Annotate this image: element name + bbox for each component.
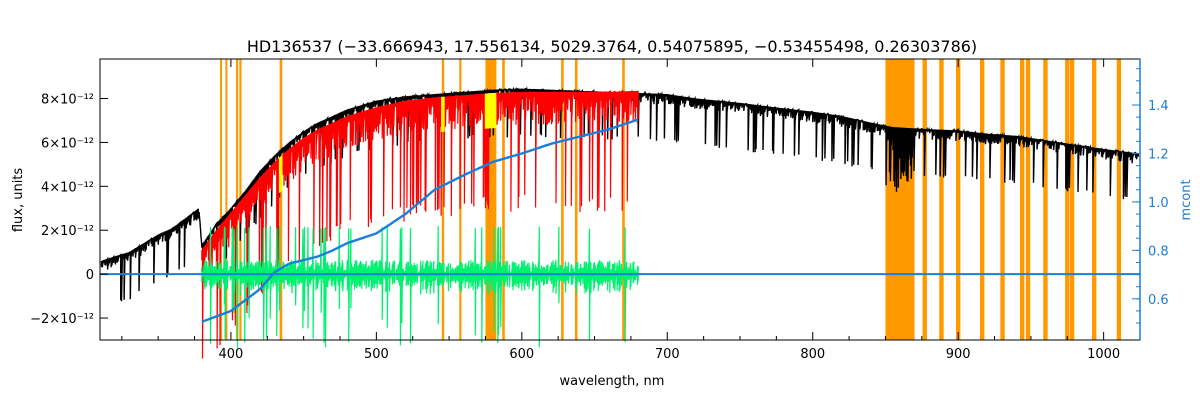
y-tick-label: 8×10⁻¹² xyxy=(41,93,94,108)
y-tick-label: 4×10⁻¹² xyxy=(41,180,94,195)
x-tick-label: 500 xyxy=(364,347,389,362)
masked-region-12 xyxy=(885,59,915,340)
series-residuals xyxy=(201,225,639,348)
y-right-tick-label: 1.4 xyxy=(1148,99,1169,114)
masked-region-7 xyxy=(485,59,497,340)
masked-region-1 xyxy=(225,59,228,340)
masked-region-22 xyxy=(1069,59,1075,340)
y-right-tick-label: 0.8 xyxy=(1148,244,1169,259)
x-tick-label: 900 xyxy=(946,347,971,362)
x-tick-label: 1000 xyxy=(1087,347,1120,362)
masked-region-8 xyxy=(502,59,505,340)
chart-title: HD136537 (−33.666943, 17.556134, 5029.37… xyxy=(247,37,977,56)
masked-region-21 xyxy=(1065,59,1070,340)
masked-region-14 xyxy=(939,59,944,340)
masked-region-13 xyxy=(922,59,927,340)
masked-region-17 xyxy=(1000,59,1005,340)
y-tick-label: 0 xyxy=(86,268,94,283)
masked-region-4 xyxy=(279,59,283,340)
masked-region-5 xyxy=(441,59,445,340)
masked-region-11 xyxy=(622,59,625,340)
series-model-alt-2 xyxy=(441,96,445,133)
masked-region-18 xyxy=(1020,59,1025,340)
series-continuum xyxy=(201,118,639,323)
series-model xyxy=(201,89,639,359)
x-tick-label: 700 xyxy=(655,347,680,362)
series-model-alt-0 xyxy=(484,92,497,129)
masked-region-9 xyxy=(561,59,564,340)
masked-region-16 xyxy=(980,59,985,340)
masked-region-0 xyxy=(220,59,222,340)
y-axis-left: −2×10⁻¹² 0 2×10⁻¹² 4×10⁻¹² 6×10⁻¹² 8×10⁻¹² xyxy=(30,93,108,327)
x-tick-label: 800 xyxy=(800,347,825,362)
y-right-tick-label: 1.0 xyxy=(1148,196,1169,211)
x-tick-label: 600 xyxy=(509,347,534,362)
y-axis-title: flux, units xyxy=(11,168,26,233)
y-axis-right: 0.6 0.8 1.0 1.2 1.4 xyxy=(1132,68,1169,324)
series-model-alt-1 xyxy=(278,155,283,193)
masked-region-19 xyxy=(1025,59,1031,340)
masked-region-24 xyxy=(1116,59,1122,340)
x-axis-title: wavelength, nm xyxy=(560,374,665,389)
x-axis: 400 500 600 700 800 900 1000 xyxy=(121,59,1120,362)
y-right-tick-label: 0.6 xyxy=(1148,293,1169,308)
y-tick-label: 2×10⁻¹² xyxy=(41,224,94,239)
masked-region-10 xyxy=(574,59,578,340)
y-tick-label: 6×10⁻¹² xyxy=(41,136,94,151)
masked-region-15 xyxy=(956,59,961,340)
y-tick-label: −2×10⁻¹² xyxy=(30,312,94,327)
y-right-tick-label: 1.2 xyxy=(1148,147,1169,162)
x-tick-label: 400 xyxy=(218,347,243,362)
masked-region-23 xyxy=(1092,59,1097,340)
masked-region-20 xyxy=(1043,59,1048,340)
y-axis-right-title: mcont xyxy=(1179,179,1194,220)
series-layer xyxy=(100,86,1140,359)
